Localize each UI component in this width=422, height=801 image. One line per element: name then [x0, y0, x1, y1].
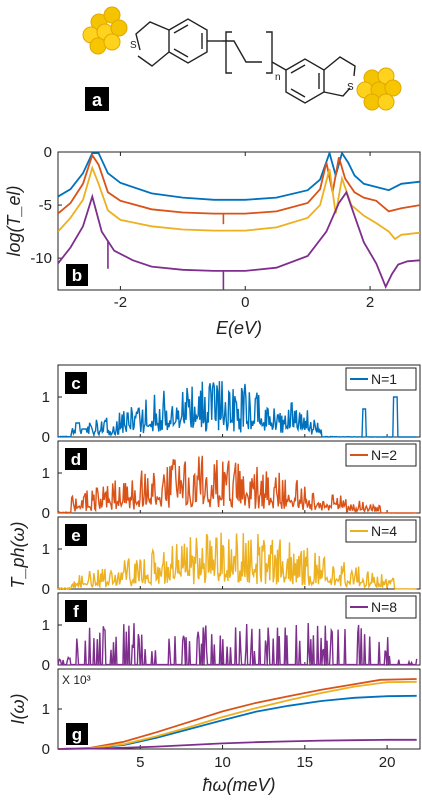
panel-label-f-box: [65, 600, 87, 622]
legend-entry-f: N=8: [371, 599, 397, 615]
y-tick-label-c: 0: [42, 429, 50, 446]
panel-label-d: d: [71, 450, 81, 469]
legend-entry-c: N=1: [371, 371, 397, 387]
y-tick-label-f: 0: [42, 657, 50, 674]
legend-box-c: [345, 367, 417, 391]
sulfur-atom-left: S: [130, 40, 137, 51]
y-tick-label-g: 0: [42, 741, 50, 758]
x-tick-label-g: 20: [379, 754, 396, 771]
plot-frame-e: [57, 516, 421, 590]
repeat-count: n: [275, 72, 281, 83]
series-line-b: [58, 165, 420, 241]
x-tick-label-g: 5: [136, 754, 144, 771]
x-tick-label-b: -2: [114, 294, 127, 311]
panel-label-b: b: [72, 266, 82, 285]
x-axis-label-b: E(eV): [216, 318, 262, 338]
panel-label-g: g: [72, 725, 82, 744]
left-ring-unit: [135, 18, 222, 67]
y-tick-label-e: 0: [42, 581, 50, 598]
plot-frame-b: [57, 151, 421, 291]
cumulative-current-chart: 5 10 15 20 0 1 X 10³ g ħω(meV) I(ω): [8, 668, 421, 795]
legend-box-d: [345, 443, 417, 467]
cumulative-line-g: [57, 680, 417, 750]
right-ring-unit: [271, 56, 356, 104]
panel-label-e: e: [71, 526, 80, 545]
cumulative-line-g: [57, 694, 417, 750]
y-axis-label-g: I(ω): [8, 693, 28, 724]
panel-label-d-box: [65, 448, 87, 470]
cumulative-line-g: [57, 678, 417, 750]
axis-multiplier-g: X 10³: [62, 673, 91, 687]
x-axis-label-g: ħω(meV): [202, 775, 275, 795]
series-line-b: [58, 152, 420, 201]
x-tick-label-b: 0: [241, 294, 249, 311]
legend-entry-d: N=2: [371, 447, 397, 463]
y-tick-label-b: -5: [39, 197, 52, 214]
y-tick-label-d: 0: [42, 505, 50, 522]
molecule-diagram: S n S a: [82, 6, 402, 111]
legend-entry-e: N=4: [371, 523, 397, 539]
y-tick-label-f: 1: [42, 617, 50, 634]
panel-label-f: f: [73, 602, 79, 621]
panel-label-g-box: [66, 723, 88, 745]
x-tick-label-g: 15: [296, 754, 313, 771]
phonon-transmission-charts: 0 1 c N=1 0 1 d N=2 0 1 e N=4 0 1 f N=8 T_ph(ω): [8, 364, 421, 674]
plot-frame-c: [57, 364, 421, 438]
y-axis-label-ph: T_ph(ω): [8, 521, 28, 588]
plot-frame-d: [57, 440, 421, 514]
y-tick-label-g: 1: [42, 701, 50, 718]
repeat-unit: [222, 31, 273, 74]
y-tick-label-c: 1: [42, 389, 50, 406]
y-tick-label-e: 1: [42, 541, 50, 558]
x-tick-label-g: 10: [214, 754, 231, 771]
legend-box-e: [345, 519, 417, 543]
panel-label-c: c: [71, 374, 80, 393]
y-tick-label-b: 0: [44, 144, 52, 161]
panel-label-a-box: [85, 87, 109, 111]
legend-box-f: [345, 595, 417, 619]
series-line-b: [58, 190, 420, 290]
cumulative-line-g: [57, 738, 417, 750]
transmission-line-f: [57, 622, 418, 666]
panel-label-c-box: [65, 372, 87, 394]
panel-label-a: a: [92, 90, 103, 110]
gold-cluster-right: [356, 67, 402, 111]
panel-label-b-box: [66, 264, 88, 286]
transmission-line-e: [57, 532, 417, 590]
y-axis-label-b: log(T_el): [4, 185, 24, 256]
transmission-line-c: [57, 381, 417, 438]
plot-frame-g: [57, 668, 421, 750]
series-line-b: [58, 153, 420, 215]
panel-label-e-box: [65, 524, 87, 546]
x-tick-label-b: 2: [366, 294, 374, 311]
electronic-transmission-chart: -2 0 2 0 -5 -10 b E(eV) log(T_el): [4, 144, 421, 338]
transmission-line-d: [57, 455, 417, 514]
y-tick-label-b: -10: [30, 250, 52, 267]
sulfur-atom-right: S: [347, 82, 354, 93]
y-tick-label-d: 1: [42, 465, 50, 482]
gold-cluster-left: [82, 6, 128, 55]
